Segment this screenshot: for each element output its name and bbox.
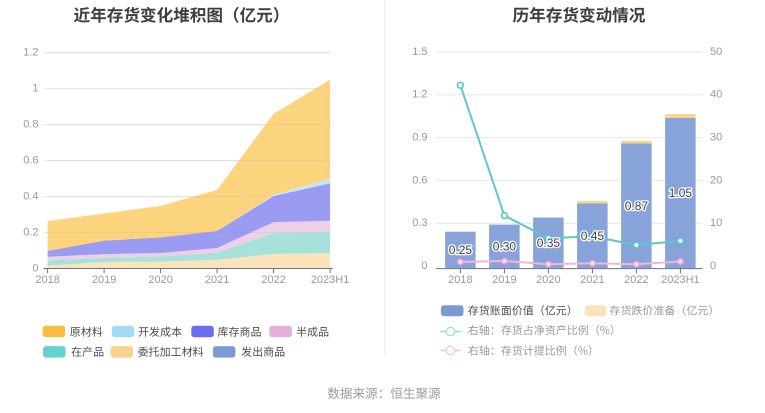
svg-text:0.87: 0.87 — [625, 199, 649, 213]
svg-text:0.6: 0.6 — [412, 174, 427, 186]
svg-text:2021: 2021 — [205, 274, 229, 286]
svg-text:0.8: 0.8 — [23, 119, 38, 131]
svg-text:1.5: 1.5 — [412, 46, 427, 58]
svg-text:2022: 2022 — [261, 274, 285, 286]
svg-text:0.9: 0.9 — [412, 132, 427, 144]
svg-text:2023H1: 2023H1 — [311, 274, 350, 286]
svg-text:10: 10 — [710, 217, 722, 229]
svg-text:2023H1: 2023H1 — [661, 274, 700, 286]
svg-text:2018: 2018 — [448, 274, 472, 286]
svg-text:20: 20 — [710, 174, 722, 186]
svg-text:0.35: 0.35 — [537, 236, 561, 250]
svg-text:1.2: 1.2 — [412, 89, 427, 101]
svg-text:0.2: 0.2 — [23, 226, 38, 238]
svg-text:2020: 2020 — [148, 274, 172, 286]
svg-text:1: 1 — [32, 83, 38, 95]
svg-text:0.45: 0.45 — [581, 229, 605, 243]
svg-text:2020: 2020 — [536, 274, 560, 286]
svg-text:2018: 2018 — [35, 274, 59, 286]
svg-text:0.30: 0.30 — [493, 240, 517, 254]
svg-text:1.2: 1.2 — [23, 47, 38, 59]
svg-text:30: 30 — [710, 132, 722, 144]
svg-text:0.6: 0.6 — [23, 155, 38, 167]
svg-text:0.25: 0.25 — [449, 243, 473, 257]
svg-text:0: 0 — [710, 260, 716, 272]
svg-text:0: 0 — [32, 262, 38, 274]
svg-text:2019: 2019 — [492, 274, 516, 286]
svg-text:2021: 2021 — [580, 274, 604, 286]
svg-text:1.05: 1.05 — [669, 186, 693, 200]
svg-text:2019: 2019 — [92, 274, 116, 286]
svg-text:0.3: 0.3 — [412, 217, 427, 229]
svg-text:40: 40 — [710, 89, 722, 101]
svg-text:0.4: 0.4 — [23, 191, 38, 203]
svg-text:0: 0 — [421, 260, 427, 272]
svg-text:2022: 2022 — [624, 274, 648, 286]
svg-text:50: 50 — [710, 46, 722, 58]
